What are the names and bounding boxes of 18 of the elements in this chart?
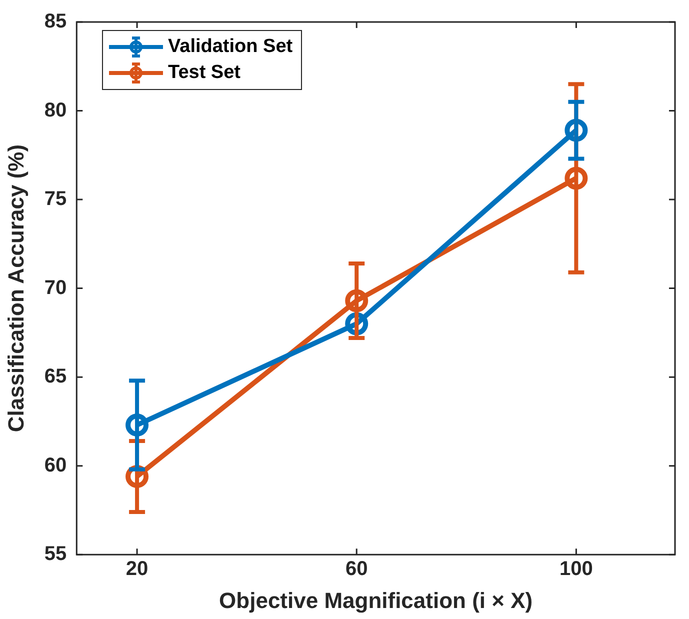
point (564, 118, 588, 142)
point (345, 289, 368, 312)
x-tick-label: 60 (345, 558, 368, 580)
x-axis-title: Objective Magnification (i × X) (219, 588, 533, 613)
legend-label: Test Set (168, 62, 241, 84)
y-axis-title: Classification Accuracy (%) (3, 144, 28, 432)
y-tick-label: 80 (44, 99, 67, 122)
y-tick-label: 65 (44, 366, 67, 388)
y-tick-label: 70 (44, 276, 67, 299)
legend-label: Validation Set (168, 36, 293, 58)
y-tick-label: 60 (44, 454, 67, 476)
x-tick-label: 20 (126, 558, 148, 580)
point (564, 166, 588, 190)
y-tick-label: 75 (44, 188, 67, 210)
x-tick-label: 100 (560, 558, 593, 580)
point (126, 414, 149, 436)
y-tick-label: 55 (44, 543, 67, 566)
y-tick-label: 85 (44, 10, 67, 33)
